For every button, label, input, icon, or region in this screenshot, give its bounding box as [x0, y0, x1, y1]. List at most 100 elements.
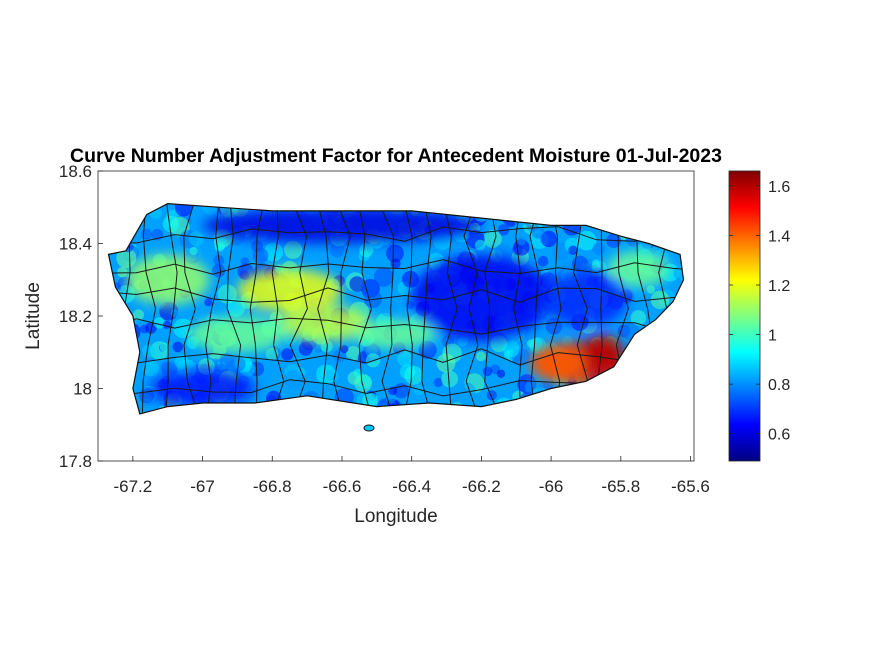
heatmap-cell: [170, 309, 179, 318]
heatmap-cell: [159, 342, 169, 352]
heatmap-cell: [140, 228, 153, 240]
island-coastline: [107, 202, 685, 415]
x-tick-label: -66.4: [392, 477, 431, 496]
boundary-line: [377, 203, 394, 414]
colorbar-tick-label: 0.6: [768, 427, 790, 444]
heatmap-cell: [153, 317, 165, 329]
boundary-line: [108, 287, 684, 306]
heatmap-cell: [314, 344, 323, 353]
boundary-line: [463, 203, 480, 414]
heatmap-cell: [298, 341, 313, 356]
heatmap-cell: [143, 360, 159, 377]
heatmap-cell: [281, 348, 294, 361]
heatmap-cell: [483, 229, 502, 249]
colorbar: [728, 170, 761, 462]
islet-caja-de-muertos: [363, 424, 375, 432]
boundary-line: [141, 203, 157, 414]
chart-title: Curve Number Adjustment Factor for Antec…: [70, 145, 722, 167]
heatmap-cell: [537, 255, 549, 267]
heatmap-cell: [346, 346, 361, 361]
moisture-feature: [279, 305, 370, 342]
municipal-boundaries: [108, 203, 684, 414]
heatmap-cell: [330, 243, 345, 258]
colorbar-tick-label: 1: [768, 328, 777, 345]
x-tick-label: -66: [539, 477, 564, 496]
boundary-line: [108, 317, 684, 335]
heatmap-cell: [269, 311, 283, 325]
heatmap-cell: [349, 276, 365, 292]
heatmap-cell: [397, 351, 413, 367]
x-axis-label: Longitude: [354, 506, 437, 527]
y-tick-label: 18.2: [59, 307, 92, 326]
boundary-line: [357, 203, 373, 414]
heatmap-cell: [316, 364, 336, 385]
heatmap-cell: [189, 247, 198, 256]
colorbar-tick-label: 1.4: [768, 228, 790, 245]
moisture-feature: [188, 316, 287, 353]
heatmap-cell: [413, 384, 425, 396]
heatmap-cell: [340, 345, 349, 354]
heatmap-cell: [441, 370, 458, 388]
heatmap-cell: [359, 243, 374, 258]
y-axis-ticks: 17.8 18 18.2 18.4 18.6: [59, 162, 103, 471]
heatmap-cell: [540, 230, 557, 248]
y-axis-label: Latitude: [23, 282, 44, 350]
boundary-line: [421, 203, 432, 414]
heatmap-cell: [226, 298, 246, 317]
heatmap-cell: [204, 298, 213, 307]
heatmap-cell: [252, 247, 269, 264]
heatmap-cell: [214, 242, 225, 252]
heatmap-cell: [174, 203, 193, 217]
boundary-line: [484, 203, 501, 414]
boundary-line: [108, 224, 684, 244]
moisture-feature: [125, 254, 210, 306]
heatmap-cell: [592, 242, 606, 256]
heatmap-cell: [630, 310, 647, 326]
heatmap-cell: [646, 285, 655, 294]
moisture-feature: [544, 268, 628, 327]
x-tick-label: -67.2: [113, 477, 152, 496]
moisture-feature: [582, 334, 625, 371]
boundary-line: [403, 203, 413, 414]
boundary-line: [249, 203, 265, 414]
heatmap-cell: [145, 322, 157, 334]
moisture-feature: [411, 254, 552, 342]
heatmap-cell: [373, 267, 394, 287]
boundary-line: [108, 259, 684, 275]
x-tick-label: -66.6: [323, 477, 362, 496]
x-tick-label: -66.8: [253, 477, 292, 496]
x-tick-label: -65.8: [601, 477, 640, 496]
boundary-line: [316, 203, 330, 414]
colorbar-tick-label: 1.2: [768, 278, 790, 295]
heatmap-cell: [162, 320, 172, 329]
heatmap-cell: [162, 215, 180, 233]
heatmap-cell: [531, 226, 544, 239]
heatmap-cell: [284, 240, 303, 259]
heatmap-cell: [436, 353, 456, 373]
y-tick-label: 18.4: [59, 235, 92, 254]
boundary-line: [183, 203, 200, 414]
boundary-line: [165, 203, 178, 414]
moisture-feature: [150, 370, 255, 407]
heatmap-cell: [502, 340, 520, 358]
heatmap-cell: [117, 267, 128, 278]
boundary-line: [549, 203, 562, 414]
heatmap-cell: [188, 231, 204, 247]
heatmap-cell: [496, 369, 506, 378]
heatmap-features: [125, 207, 670, 407]
heatmap-cell: [568, 245, 578, 255]
heatmap-cell: [433, 377, 444, 388]
heatmap-cell: [650, 290, 670, 310]
boundary-line: [108, 348, 684, 367]
heatmap-cell: [116, 248, 137, 268]
colorbar-tick-label: 0.8: [768, 377, 790, 394]
heatmap-cell: [576, 230, 597, 251]
heatmap-cell: [404, 365, 424, 385]
heatmap-cell: [517, 236, 526, 246]
y-tick-label: 18: [73, 380, 92, 399]
heatmap-cell: [474, 239, 486, 251]
heatmap-cell: [264, 242, 283, 262]
boundary-line: [442, 203, 458, 414]
heatmap-cell: [386, 244, 404, 263]
heatmap-cell: [160, 361, 173, 374]
